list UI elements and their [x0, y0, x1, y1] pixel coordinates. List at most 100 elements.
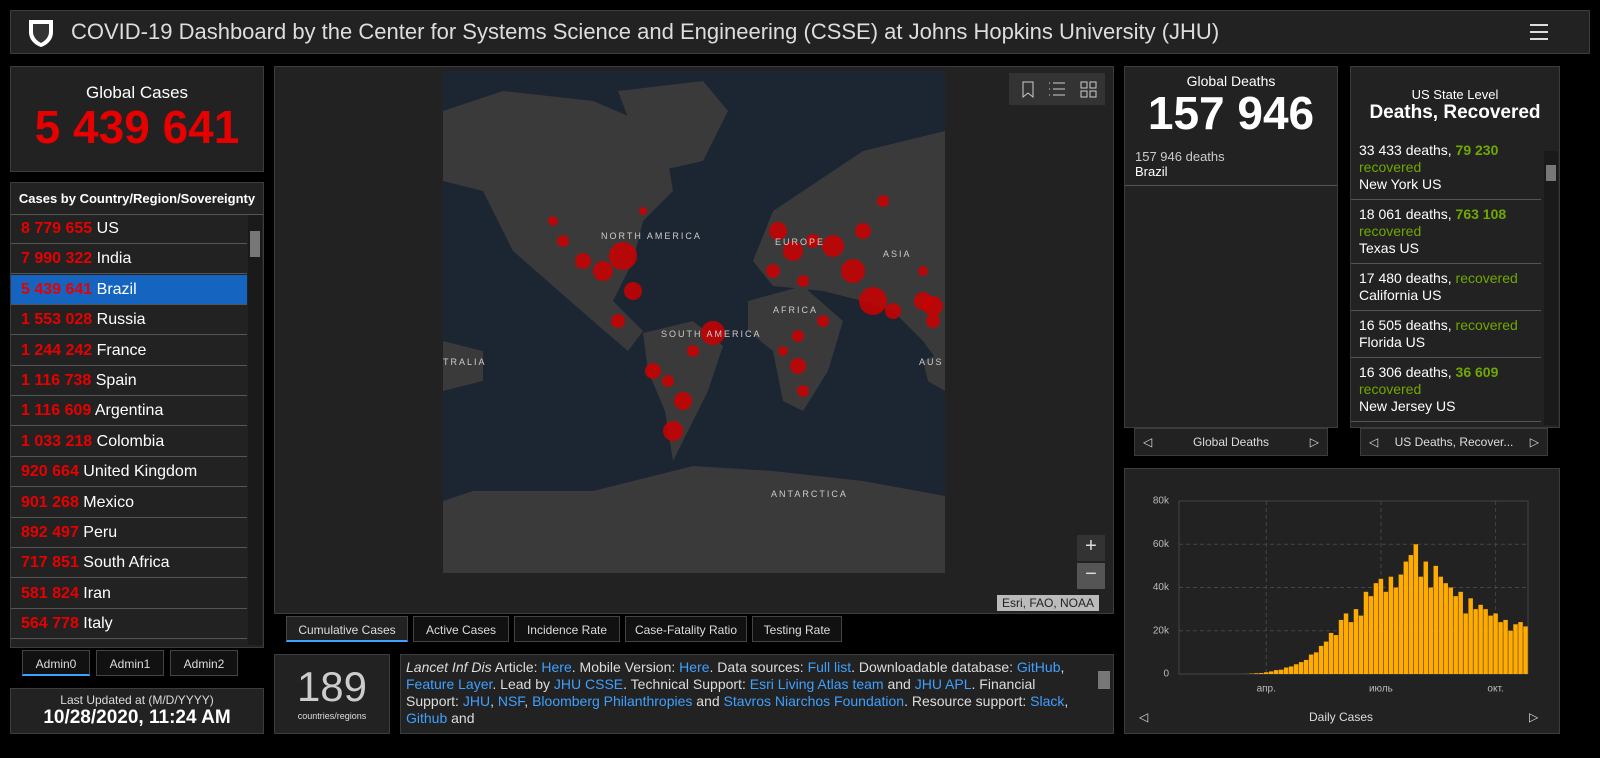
global-cases: Global Cases 5 439 641 [10, 66, 264, 172]
info-part: . Technical Support: [623, 676, 750, 692]
country-row[interactable]: 581 824 Iran [11, 579, 247, 609]
country-row[interactable]: 1 244 242 France [11, 336, 247, 366]
bar [1268, 671, 1274, 674]
link[interactable]: Feature Layer [406, 676, 493, 692]
bar [1383, 591, 1389, 674]
map-tab[interactable]: Incidence Rate [514, 616, 620, 642]
prev[interactable]: ◁ [1143, 435, 1153, 449]
admin-tab[interactable]: Admin2 [170, 650, 238, 676]
map-panel: NORTH AMERICA EUROPE ASIA AFRICA SOUTH AMERI… [274, 66, 1114, 614]
next[interactable]: ▷ [1529, 435, 1539, 449]
case-count: 717 851 [21, 554, 79, 572]
case-circle [855, 223, 871, 239]
bar [1448, 587, 1453, 674]
case-circle [624, 282, 642, 300]
bar [1293, 664, 1299, 674]
info-panel: Lancet Inf Dis Article: Here. Mobile Ver… [400, 654, 1114, 734]
link[interactable]: Stavros Niarchos Foundation [723, 693, 905, 709]
us-state: US State Level Deaths, Recovered 33 433 … [1350, 66, 1560, 428]
country-row[interactable]: 920 664 United Kingdom [11, 457, 247, 488]
title: COVID-19 Dashboard by the Center for Sys… [71, 19, 1220, 44]
link[interactable]: JHU CSSE [553, 676, 624, 692]
map-tab[interactable]: Cumulative Cases [286, 616, 408, 642]
deaths: 17 480 deaths, [1359, 270, 1452, 286]
case-circle [769, 222, 787, 240]
toolbar-icons[interactable] [1009, 73, 1105, 105]
case-count: 901 268 [21, 493, 79, 511]
scrollbar[interactable] [1098, 671, 1110, 689]
link[interactable]: GitHub [1016, 659, 1061, 675]
link[interactable]: NSF [497, 693, 525, 709]
bar [1373, 583, 1379, 674]
info-part: and [692, 693, 724, 709]
chart-panel: 0 20k 40k 60k 80k апр. июль окт. Daily Cases ◁ ▷ [1124, 468, 1560, 734]
recovered-label: recovered [1359, 223, 1422, 239]
recovered-count: 36 609 [1455, 364, 1499, 380]
menu-button[interactable] [1529, 23, 1549, 41]
prev[interactable]: ◁ [1139, 710, 1149, 724]
link[interactable]: JHU [462, 693, 491, 709]
country-row[interactable]: 1 553 028 Russia [11, 305, 247, 336]
link[interactable]: Full list [807, 659, 852, 675]
case-circle [778, 346, 788, 356]
link[interactable]: Bloomberg Philanthropies [532, 693, 693, 709]
country-row[interactable]: 892 497 Peru [11, 518, 247, 548]
case-circle [923, 296, 943, 316]
case-circle [593, 261, 613, 281]
country-row[interactable]: 717 851 South Africa [11, 548, 247, 579]
link[interactable]: Slack [1030, 693, 1065, 709]
country-row[interactable]: 901 268 Mexico [11, 488, 247, 518]
deaths: 33 433 deaths, [1359, 142, 1452, 158]
bar [1393, 587, 1399, 674]
link[interactable]: Github [406, 710, 448, 726]
scrollbar[interactable] [248, 215, 262, 645]
country-row[interactable]: 7 990 322 India [11, 244, 247, 275]
link[interactable]: Here [541, 659, 572, 675]
bar [1493, 613, 1498, 674]
y-tick-label: 0 [1163, 669, 1169, 680]
link[interactable]: JHU APL [914, 676, 972, 692]
next[interactable]: ▷ [1529, 710, 1539, 724]
case-circle [918, 266, 928, 276]
bar [1483, 609, 1488, 674]
country-name: France [96, 341, 147, 359]
bar [1303, 659, 1309, 674]
zoom-in[interactable]: + [1077, 535, 1105, 561]
map-tab[interactable]: Testing Rate [752, 616, 842, 642]
admin-tab[interactable]: Admin1 [96, 650, 164, 676]
bar [1313, 652, 1319, 674]
country-name: Iran [83, 584, 111, 602]
value: 189 [296, 663, 368, 710]
scrollbar[interactable] [1544, 151, 1558, 425]
value: 10/28/2020, 11:24 AM [43, 707, 231, 728]
country-name: Spain [95, 372, 137, 389]
country-row[interactable]: 5 439 641 Brazil [11, 274, 247, 305]
country-row[interactable]: 1 116 609 Argentina [11, 396, 247, 427]
bar [1408, 555, 1414, 674]
zoom-out[interactable]: − [1077, 563, 1105, 589]
country-row[interactable]: 1 033 218 Colombia [11, 427, 247, 457]
country-row[interactable]: 8 779 655 US [11, 214, 247, 244]
bar [1398, 574, 1404, 674]
map-tab[interactable]: Case-Fatality Ratio [625, 616, 747, 642]
x-tick-label: окт. [1487, 684, 1503, 695]
country-row[interactable]: 1 116 738 Spain [11, 366, 247, 396]
case-count: 1 116 738 [21, 372, 92, 389]
prev[interactable]: ◁ [1369, 435, 1379, 449]
case-count: 7 990 322 [21, 250, 93, 268]
place: California US [1359, 287, 1442, 303]
global-deaths: Global Deaths 157 946 157 946 deaths Braz… [1124, 66, 1338, 428]
bar [1298, 662, 1304, 674]
case-count: 1 116 609 [21, 402, 92, 420]
admin-tab[interactable]: Admin0 [22, 650, 90, 676]
country-row[interactable]: 564 778 Italy [11, 609, 247, 640]
deaths: 16 505 deaths, [1359, 317, 1452, 333]
next[interactable]: ▷ [1309, 435, 1319, 449]
link[interactable]: Here [679, 659, 710, 675]
bar [1273, 670, 1279, 674]
link[interactable]: Esri Living Atlas team [749, 676, 884, 692]
bar [1318, 645, 1324, 674]
bar [1288, 666, 1294, 674]
map-tab[interactable]: Active Cases [413, 616, 509, 642]
bar [1433, 565, 1439, 674]
